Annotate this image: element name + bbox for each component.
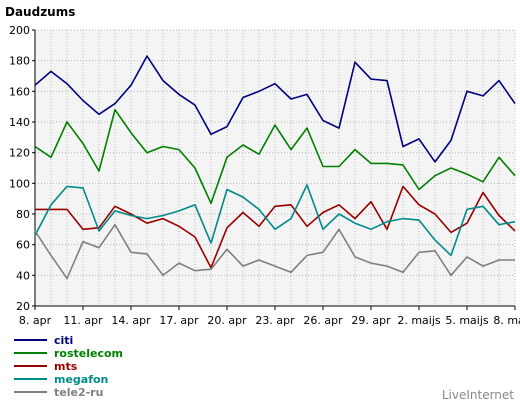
liveinternet-brand: LiveInternet [442, 388, 514, 402]
series-line-tele2-ru [34, 223, 515, 280]
x-tick-label: 29. apr [351, 314, 391, 327]
y-tick-label: 200 [9, 24, 30, 37]
x-tick-label: 26. apr [303, 314, 343, 327]
x-tick-label: 5. maijs [445, 314, 489, 327]
x-tick-label: 11. apr [63, 314, 103, 327]
x-tick-label: 14. apr [111, 314, 151, 327]
y-tick-label: 60 [16, 239, 30, 252]
x-tick-label: 17. apr [159, 314, 199, 327]
y-tick-label: 100 [9, 177, 30, 190]
x-tick-label: 8. maijs [493, 314, 520, 327]
series-line-rostelecom [34, 108, 516, 205]
legend-label-mts: mts [54, 360, 78, 373]
y-tick-label: 40 [16, 269, 30, 282]
series-line-mts [35, 185, 516, 269]
x-tick-label: 20. apr [207, 314, 247, 327]
y-tick-label: 160 [9, 85, 30, 98]
y-tick-label: 120 [9, 147, 30, 160]
series-line-citi [34, 55, 516, 163]
series-line-megafon [34, 184, 516, 257]
y-tick-label: 20 [16, 300, 30, 313]
legend-label-citi: citi [54, 334, 73, 347]
x-tick-label: 2. maijs [397, 314, 441, 327]
legend-label-megafon: megafon [54, 373, 108, 386]
y-tick-label: 180 [9, 55, 30, 68]
x-tick-label: 23. apr [255, 314, 295, 327]
y-axis-title: Daudzums [5, 5, 75, 19]
legend-label-rostelecom: rostelecom [54, 347, 123, 360]
y-tick-label: 80 [16, 208, 30, 221]
legend-label-tele2-ru: tele2-ru [54, 386, 103, 399]
y-tick-label: 140 [9, 116, 30, 129]
x-tick-label: 8. apr [19, 314, 52, 327]
